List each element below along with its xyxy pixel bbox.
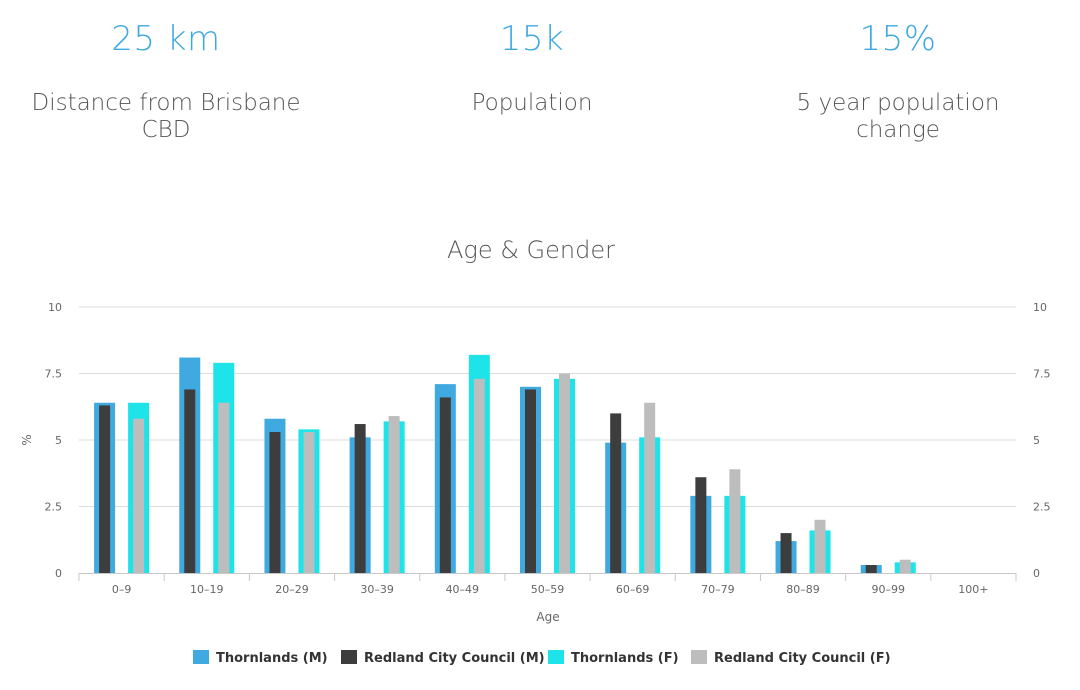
stat-label-line: CBD xyxy=(141,117,191,143)
bar xyxy=(780,533,792,573)
stat-label: Population xyxy=(372,90,692,117)
y-tick-label-right: 0 xyxy=(1033,567,1040,580)
bar xyxy=(525,389,536,573)
y-tick-label-left: 7.5 xyxy=(45,368,63,381)
legend-label: Redland City Council (F) xyxy=(714,651,891,666)
bar xyxy=(559,373,570,573)
bar xyxy=(729,469,741,573)
x-tick-label: 0–9 xyxy=(112,583,132,596)
bar xyxy=(610,413,622,573)
bar xyxy=(269,432,281,573)
stat-label-line: Population xyxy=(471,90,593,116)
stat-value: 25 km xyxy=(111,19,221,59)
y-tick-label-right: 10 xyxy=(1033,301,1047,314)
x-tick-label: 40–49 xyxy=(446,583,480,596)
stat-label: Distance from Brisbane CBD xyxy=(6,90,326,144)
stat-value: 15% xyxy=(859,19,937,59)
stat-population-change: 15% 5 year population change xyxy=(738,18,1058,144)
x-tick-label: 80–89 xyxy=(786,583,820,596)
y-tick-label-left: 2.5 xyxy=(45,501,63,514)
stat-population: 15k Population xyxy=(372,18,692,117)
bar xyxy=(133,418,145,573)
bar xyxy=(473,378,485,573)
age-gender-chart: Age & Gender 0 0 2.5 2.5 5 5 7.5 7.5 10 10 0–9 10–1… xyxy=(20,236,1051,666)
x-tick-label: 20–29 xyxy=(275,583,309,596)
bar xyxy=(218,402,230,573)
bar xyxy=(184,389,196,573)
bar xyxy=(899,559,911,573)
bar xyxy=(99,405,111,573)
chart-title: Age & Gender xyxy=(447,236,615,264)
bar xyxy=(354,424,366,573)
stat-label-line: change xyxy=(856,117,940,143)
y-tick-label-right: 7.5 xyxy=(1033,368,1051,381)
y-tick-label-right: 2.5 xyxy=(1033,501,1051,514)
legend-label: Thornlands (F) xyxy=(571,651,679,666)
stat-label-line: 5 year population xyxy=(796,90,1000,116)
legend-swatch xyxy=(193,650,209,664)
stat-label: 5 year population change xyxy=(738,90,1058,144)
legend-label: Thornlands (M) xyxy=(216,651,328,666)
legend-label: Redland City Council (M) xyxy=(364,651,545,666)
stat-distance: 25 km Distance from Brisbane CBD xyxy=(6,18,326,144)
x-tick-label: 90–99 xyxy=(871,583,905,596)
x-tick-label: 70–79 xyxy=(701,583,735,596)
bar xyxy=(865,565,877,573)
bar xyxy=(644,402,656,573)
bar xyxy=(303,432,315,573)
y-tick-label-left: 10 xyxy=(48,301,62,314)
legend-swatch xyxy=(548,650,564,664)
y-tick-label-left: 0 xyxy=(55,567,62,580)
x-tick-label: 10–19 xyxy=(190,583,224,596)
legend-swatch xyxy=(341,650,357,664)
bar xyxy=(439,397,451,573)
stat-value: 15k xyxy=(499,19,565,59)
bar xyxy=(814,519,826,573)
x-tick-label: 60–69 xyxy=(616,583,650,596)
x-tick-label: 50–59 xyxy=(531,583,565,596)
x-tick-label: 30–39 xyxy=(360,583,394,596)
y-tick-label-right: 5 xyxy=(1033,434,1040,447)
x-tick-label: 100+ xyxy=(958,583,988,596)
bar xyxy=(388,416,400,573)
y-tick-label-left: 5 xyxy=(55,434,62,447)
x-axis-title: Age xyxy=(536,610,559,624)
legend-swatch xyxy=(691,650,707,664)
y-axis-title: % xyxy=(20,434,34,445)
bar xyxy=(695,477,707,573)
stat-label-line: Distance from Brisbane xyxy=(31,90,301,116)
